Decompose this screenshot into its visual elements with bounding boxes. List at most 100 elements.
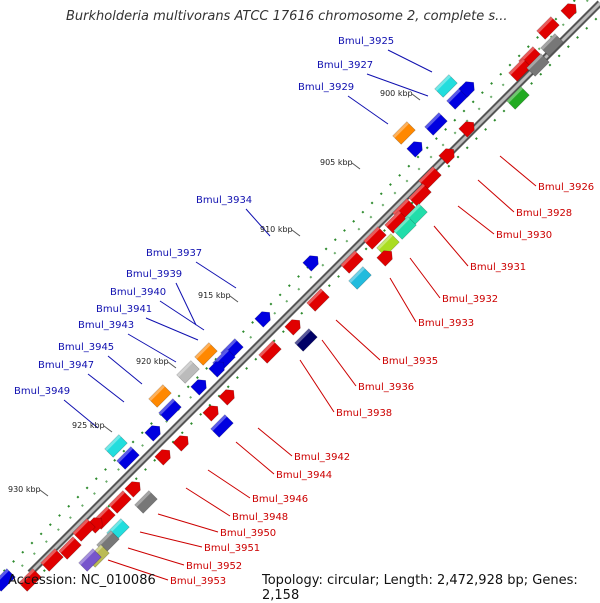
- gene-feature: [158, 398, 182, 422]
- leader-line: [257, 427, 293, 457]
- leader-line: [195, 261, 237, 289]
- leader-line: [157, 513, 219, 533]
- gene-feature: [294, 328, 318, 352]
- gene-feature: [258, 340, 282, 364]
- gene-feature: [438, 148, 455, 165]
- gene-feature: [284, 319, 301, 336]
- gene-feature: [306, 288, 330, 312]
- gene-feature: [540, 33, 564, 57]
- leader-line: [139, 531, 203, 548]
- leader-line: [127, 333, 177, 363]
- gene-label-right: Bmul_3932: [442, 294, 498, 305]
- leader-line: [175, 282, 197, 326]
- dotted-guides: [0, 0, 600, 576]
- gene-feature: [392, 121, 416, 145]
- gene-label-right: Bmul_3946: [252, 494, 308, 505]
- gene-label-right: Bmul_3938: [336, 408, 392, 419]
- kbp-tick-label: 900 kbp: [380, 89, 413, 98]
- gene-feature: [348, 266, 372, 290]
- gene-feature: [72, 518, 96, 542]
- leader-line: [245, 208, 271, 237]
- gene-feature: [154, 449, 171, 466]
- topology-label: Topology: circular; Length: 2,472,928 bp…: [262, 573, 578, 603]
- leader-line: [387, 49, 433, 73]
- gene-feature: [458, 121, 475, 138]
- gene-feature: [418, 166, 442, 190]
- gene-feature: [424, 112, 448, 136]
- gene-label-left: Bmul_3943: [78, 320, 134, 331]
- sequence-title: Burkholderia multivorans ATCC 17616 chro…: [66, 9, 508, 24]
- gene-feature: [86, 517, 103, 534]
- leader-line: [207, 469, 251, 499]
- gene-feature: [144, 425, 161, 442]
- gene-feature: [508, 58, 532, 82]
- kbp-tick-label: 930 kbp: [8, 485, 41, 494]
- kbp-tick-label: 910 kbp: [260, 225, 293, 234]
- leader-line: [433, 225, 469, 267]
- gene-label-right: Bmul_3935: [382, 356, 438, 367]
- gene-feature: [363, 226, 387, 250]
- gene-feature: [376, 233, 400, 257]
- gene-label-left: Bmul_3941: [96, 304, 152, 315]
- gene-labels: Bmul_3925 Bmul_3927 Bmul_3929 Bmul_3934 Bmul…: [14, 36, 594, 587]
- gene-feature: [408, 183, 432, 207]
- gene-feature: [208, 361, 225, 378]
- leader-line: [366, 73, 429, 97]
- gene-label-right: Bmul_3933: [418, 318, 474, 329]
- gene-feature: [108, 490, 132, 514]
- gene-feature: [406, 141, 423, 158]
- gene-feature: [134, 490, 158, 514]
- leader-line: [335, 319, 381, 361]
- gene-label-left: Bmul_3940: [110, 287, 166, 298]
- gene-feature: [506, 86, 530, 110]
- leader-line: [347, 95, 389, 125]
- gene-features: [0, 3, 577, 592]
- leader-line: [389, 277, 417, 323]
- tick-mark: [103, 425, 113, 433]
- gene-feature: [18, 568, 42, 592]
- gene-feature: [104, 434, 128, 458]
- gene-feature: [210, 414, 234, 438]
- kbp-ticks: 900 kbp 905 kbp 910 kbp 915 kbp 920 kbp 925 k…: [8, 89, 421, 497]
- leader-line: [299, 359, 335, 413]
- leader-line: [63, 399, 99, 429]
- gene-feature: [194, 342, 218, 366]
- gene-feature: [78, 548, 102, 572]
- gene-label-right: Bmul_3931: [470, 262, 526, 273]
- gene-feature: [393, 216, 417, 240]
- gene-label-right: Bmul_3952: [186, 561, 242, 572]
- gene-label-right: Bmul_3926: [538, 182, 594, 193]
- gene-feature: [176, 360, 200, 384]
- gene-label-right: Bmul_3948: [232, 512, 288, 523]
- gene-label-right: Bmul_3930: [496, 230, 552, 241]
- gene-label-right: Bmul_3953: [170, 576, 226, 587]
- gene-feature: [40, 548, 64, 572]
- tick-mark: [229, 295, 239, 303]
- tick-mark: [167, 361, 177, 369]
- leader-line: [87, 373, 125, 403]
- leader-line: [127, 547, 185, 566]
- leader-line: [477, 179, 515, 213]
- accession-label: Accession: NC_010086: [8, 573, 156, 588]
- gene-feature: [218, 389, 235, 406]
- gene-label-left: Bmul_3934: [196, 195, 252, 206]
- leader-line: [107, 559, 169, 581]
- leader-line: [235, 441, 275, 475]
- gene-feature: [202, 405, 219, 422]
- gene-feature: [302, 255, 319, 272]
- gene-label-left: Bmul_3945: [58, 342, 114, 353]
- leader-line: [107, 355, 143, 385]
- gene-feature: [172, 435, 189, 452]
- tick-mark: [351, 162, 361, 170]
- gene-feature: [536, 16, 560, 40]
- kbp-tick-label: 905 kbp: [320, 158, 353, 167]
- gene-feature: [340, 250, 364, 274]
- gene-label-right: Bmul_3950: [220, 528, 276, 539]
- gene-label-left: Bmul_3929: [298, 82, 354, 93]
- gene-label-left: Bmul_3927: [317, 60, 373, 71]
- leader-line: [409, 257, 441, 299]
- gene-label-left: Bmul_3947: [38, 360, 94, 371]
- gene-feature: [116, 446, 140, 470]
- leader-line: [185, 487, 231, 517]
- leader-line: [321, 339, 357, 387]
